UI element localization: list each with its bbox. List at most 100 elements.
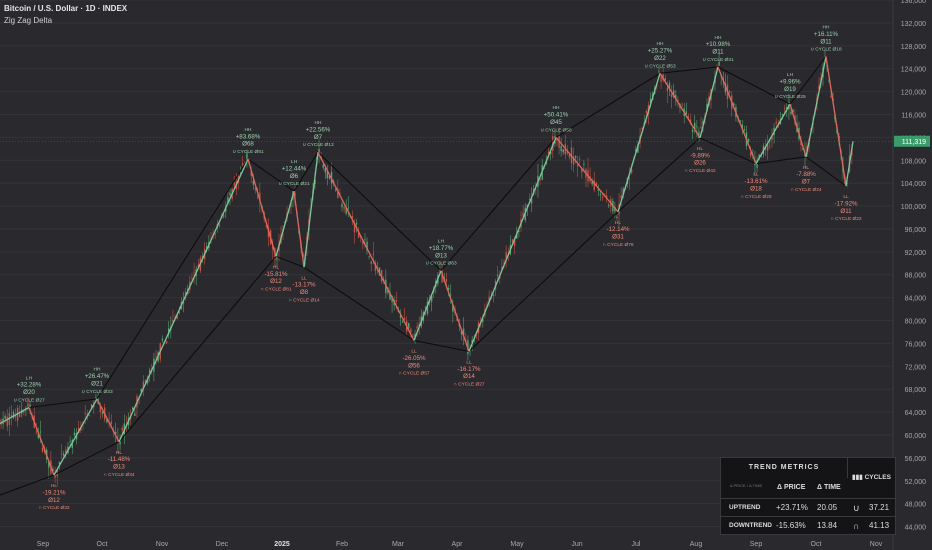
candle-body [597,189,600,191]
candle-body [616,216,618,218]
symbol-title[interactable]: Bitcoin / U.S. Dollar · 1D · INDEX [4,4,128,13]
candle-body [368,255,370,257]
candle-body [696,126,698,128]
candle-body [395,300,397,302]
indicator-name[interactable]: Zig Zag Delta [4,16,53,25]
downtrend-label: DOWNTREND [729,522,772,529]
candle-body [441,269,443,283]
candle-body [370,261,372,265]
candle-body [276,256,278,260]
pivot-label-text: Ø31 [612,234,624,241]
candle-body [471,339,473,343]
candle-body [378,267,381,276]
candle-body [12,412,15,419]
candle-body [119,441,121,445]
candle-body [668,83,671,89]
price-col-header: Δ PRICE [777,484,806,491]
candle-body [728,90,731,93]
candle-body [182,302,185,304]
pivot-label-text: -17.92% [834,200,858,207]
candle-body [511,239,514,242]
candle-body [351,216,354,219]
candle-body [460,330,463,335]
candle-body [206,246,208,250]
candle-body [165,341,168,344]
candle-body [718,61,720,66]
candle-body [60,453,63,455]
pivot-label-text: Ø11 [840,208,852,215]
pivot-label-text: ∪ CYCLE Ø81 [232,149,264,155]
time-axis[interactable]: Sep Oct Nov Dec 2025 Feb Mar Apr May Jun Jul Aug Sep… [37,541,883,548]
pivot-label-text: -13.61% [744,178,768,185]
x-tick-label: 2025 [274,541,290,548]
candle-body [670,93,673,97]
upper-channel-line [0,56,827,425]
pivot-label-text: Ø68 [242,141,254,148]
candle-body [14,415,17,418]
candle-body [747,138,750,142]
candle-body [482,318,484,322]
cup-icon: ∪ [853,503,860,513]
candle-body [658,71,660,73]
pivot-label-text: HL [697,146,703,152]
pivot-label-text: HH [657,41,664,47]
candle-body [364,239,366,241]
candle-body [741,124,743,130]
candle-body [445,279,448,282]
y-tick-label: 128,000 [901,44,926,51]
candle-body [418,323,420,327]
candle-body [4,415,6,419]
pivot-label-text: Ø12 [48,497,60,504]
candle-body [197,264,200,267]
candle-body [430,296,433,302]
candle-body [259,192,261,201]
y-tick-label: 96,000 [905,227,927,234]
pivot-label-text: ∩ CYCLE Ø81 [260,287,292,293]
lower-channel-line [0,137,847,496]
candle-body [52,469,54,472]
candle-body [401,321,404,323]
candle-body [505,252,507,259]
candle-body [513,237,516,246]
x-tick-label: Jul [632,541,641,548]
candle-body [69,440,71,442]
y-tick-label: 64,000 [905,410,927,417]
candle-body [562,149,564,153]
candle-body [488,296,490,303]
candle-body [568,154,571,158]
candle-body [374,263,377,271]
candle-body [265,225,268,227]
candle-body [48,461,50,468]
pivot-label-text: -15.81% [264,271,288,278]
pivot-label-text: ∩ CYCLE Ø24 [790,187,822,193]
candle-body [191,277,193,279]
candle-body [846,183,848,184]
candle-body [447,287,450,290]
candle-body [86,413,89,416]
pivot-label-text: ∪ CYCLE Ø21 [278,181,310,187]
pivot-label-text: Ø11 [820,38,832,45]
pivot-label-text: HH [94,367,101,373]
candle-body [121,427,123,431]
y-tick-label: 52,000 [905,479,927,486]
pivot-label-text: -9.89% [690,152,710,159]
y-tick-label: 92,000 [905,250,927,257]
candle-body [449,294,452,296]
candle-body [343,206,345,209]
candle-body [766,144,769,151]
candle-body [547,151,550,154]
candle-body [254,187,257,191]
candle-body [739,120,741,123]
candle-body [790,111,792,115]
candle-body [399,315,402,318]
pivot-label-text: Ø21 [91,381,103,388]
zigzag-down-segment [293,191,305,268]
zigzag-up-segment [0,406,30,425]
candle-body [90,404,93,408]
x-tick-label: Feb [336,541,348,548]
pivot-label-text: ∩ CYCLE Ø27 [453,382,485,388]
candle-body [496,274,499,277]
candle-body [637,144,639,153]
zigzag-up-segment [805,56,827,157]
